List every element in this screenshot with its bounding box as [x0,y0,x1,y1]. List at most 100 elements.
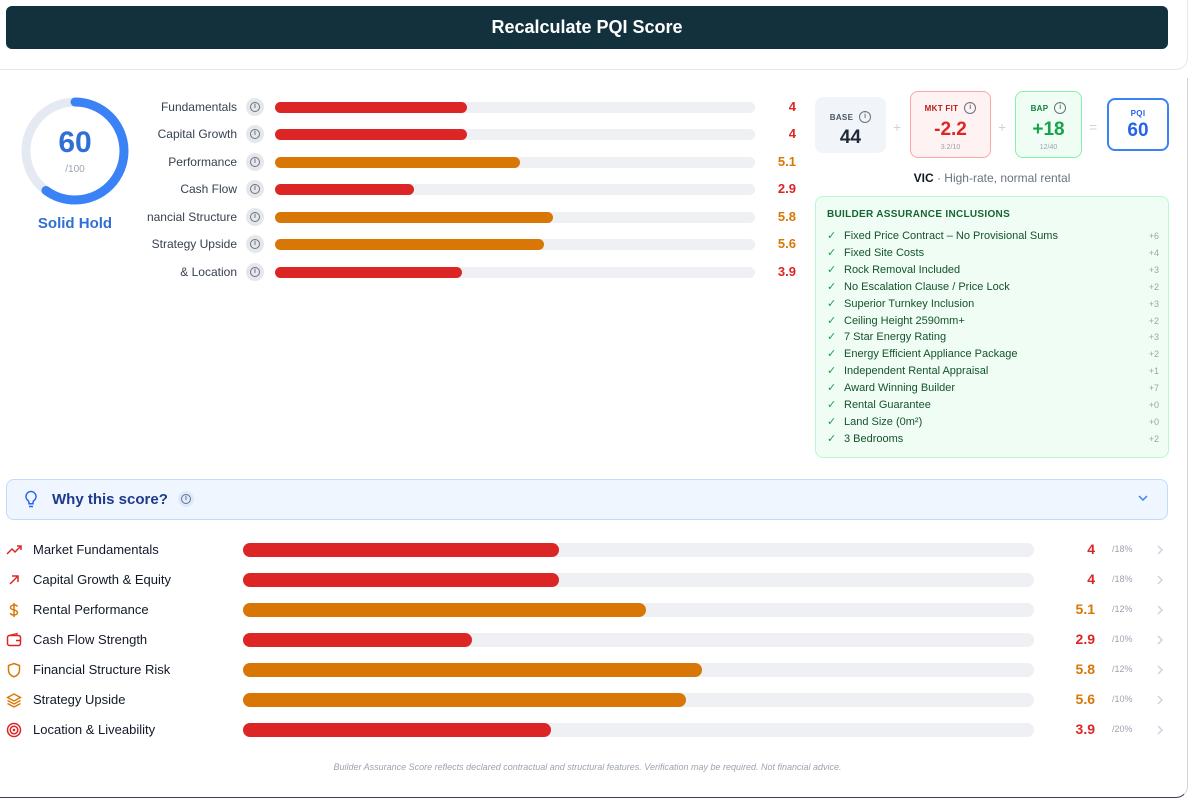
disclaimer-note: Builder Assurance Score reflects declare… [333,762,842,772]
mini-score-row: Cash Flow i 2.9 [150,180,800,198]
score-detail-row[interactable]: Location & Liveability 3.9/20% [0,715,1189,745]
info-icon[interactable]: i [246,125,264,143]
mini-score-track [275,267,755,278]
info-icon[interactable]: i [859,111,872,123]
check-icon: ✓ [827,331,837,344]
score-detail-weight: /12% [1112,604,1133,614]
mini-score-fill [275,102,467,113]
region-line: VIC · High-rate, normal rental [815,171,1169,185]
bas-inclusion-points: +3 [1148,264,1159,275]
info-icon[interactable]: i [1054,102,1067,114]
score-detail-fill [243,603,647,617]
bas-inclusion-item: ✓ Fixed Site Costs +4 [827,246,1159,262]
info-icon[interactable]: i [178,491,194,507]
arrow-up-right-icon [9,575,19,585]
bas-inclusion-points: +1 [1148,366,1159,377]
target-icon [6,722,22,738]
trend-up-icon [6,545,22,555]
lightbulb-icon [25,490,37,508]
score-detail-row[interactable]: Rental Performance 5.1/12% [0,595,1189,625]
score-detail-label: Financial Structure Risk [33,662,171,677]
bas-inclusion-points: +0 [1148,400,1159,410]
score-detail-value: 4 [1087,541,1095,557]
bas-inclusion-item: ✓ Ceiling Height 2590mm+ +2 [827,314,1159,330]
bas-inclusion-points: +7 [1148,383,1159,394]
chevron-right-icon[interactable] [1156,664,1164,676]
dollar-icon [9,603,19,617]
score-detail-weight: /20% [1112,724,1133,734]
bas-inclusion-item: ✓ 3 Bedrooms +2 [827,432,1159,448]
info-icon[interactable]: i [964,102,977,114]
score-detail-label: Strategy Upside [33,692,126,707]
score-detail-row[interactable]: Strategy Upside 5.6/10% [0,685,1189,715]
mini-score-row: Financial Structure i 5.8 [147,208,800,226]
builder-assurance-panel: BUILDER ASSURANCE INCLUSIONS ✓ Fixed Pric… [815,196,1169,458]
bap-chip: BAP i +18 12/40 [1015,91,1082,158]
score-detail-track [243,573,1034,587]
bas-inclusion-item: ✓ Land Size (0m²) +0 [827,415,1159,431]
score-detail-value: 4 [1087,571,1095,587]
score-detail-fill [243,693,686,707]
score-detail-row[interactable]: Cash Flow Strength 2.9/10% [0,625,1189,655]
mini-score-row: Strategy Upside i 5.6 [150,235,800,253]
check-icon: ✓ [827,382,837,395]
bas-inclusion-label: Land Size (0m²) [844,415,923,428]
score-detail-track [243,723,1034,737]
bap-value: +18 [1032,119,1065,140]
mini-score-row: Capital Growth i 4 [150,125,800,143]
score-detail-label: Location & Liveability [33,722,156,737]
score-detail-weight: /12% [1112,664,1133,674]
score-gauge: 60 /100 [20,96,130,206]
mini-score-fill [275,184,415,195]
check-icon: ✓ [827,415,837,428]
why-this-score-toggle[interactable]: Why this score? i [6,479,1168,520]
score-detail-row[interactable]: Financial Structure Risk 5.8/12% [0,655,1189,685]
region-description: · High-rate, normal rental [933,171,1071,185]
chevron-right-icon[interactable] [1156,634,1164,646]
base-value: 44 [839,127,862,148]
mini-score-value: 5.6 [777,236,796,251]
info-icon[interactable]: i [246,98,264,116]
pqi-value: 60 [1127,120,1149,141]
equals-operator: = [1089,119,1098,135]
chevron-right-icon[interactable] [1156,544,1164,556]
recalculate-button[interactable]: Recalculate PQI Score [6,6,1168,49]
check-icon: ✓ [827,348,837,361]
plus-operator: + [998,119,1007,135]
chevron-right-icon[interactable] [1156,694,1164,706]
chevron-right-icon[interactable] [1156,574,1164,586]
bas-inclusion-label: Award Winning Builder [844,382,956,395]
bas-inclusion-label: Superior Turnkey Inclusion [844,297,975,310]
score-detail-fill [243,543,560,557]
mini-score-track [275,102,755,113]
score-detail-track [243,633,1034,647]
bas-inclusion-points: +4 [1148,247,1159,258]
info-icon[interactable]: i [246,263,264,281]
bas-inclusion-points: +2 [1148,349,1159,360]
mini-score-value: 2.9 [777,181,796,196]
check-icon: ✓ [827,399,837,411]
plus-operator: + [893,119,902,135]
score-detail-row[interactable]: Market Fundamentals 4/18% [0,535,1189,565]
mini-score-fill [275,212,554,223]
mkt-fit-label: MKT FIT [924,103,959,113]
bas-inclusion-points: +2 [1148,315,1159,326]
score-detail-fill [243,723,552,737]
bap-sub: 12/40 [1039,144,1058,151]
info-icon[interactable]: i [246,208,264,226]
bas-inclusion-label: Fixed Site Costs [844,246,925,259]
mini-score-value: 4 [788,99,796,114]
mini-score-fill [275,157,520,168]
info-icon[interactable]: i [246,180,264,198]
gauge-rating-label: Solid Hold [37,215,113,232]
chevron-right-icon[interactable] [1156,604,1164,616]
check-icon: ✓ [827,263,837,276]
mini-score-value: 5.1 [777,154,796,169]
chevron-right-icon[interactable] [1156,724,1164,736]
mini-score-track [275,184,755,195]
mini-score-label: Cash Flow [180,182,237,196]
info-icon[interactable]: i [246,235,264,253]
info-icon[interactable]: i [246,153,264,171]
score-detail-row[interactable]: Capital Growth & Equity 4/18% [0,565,1189,595]
bas-inclusion-label: Ceiling Height 2590mm+ [844,314,965,327]
